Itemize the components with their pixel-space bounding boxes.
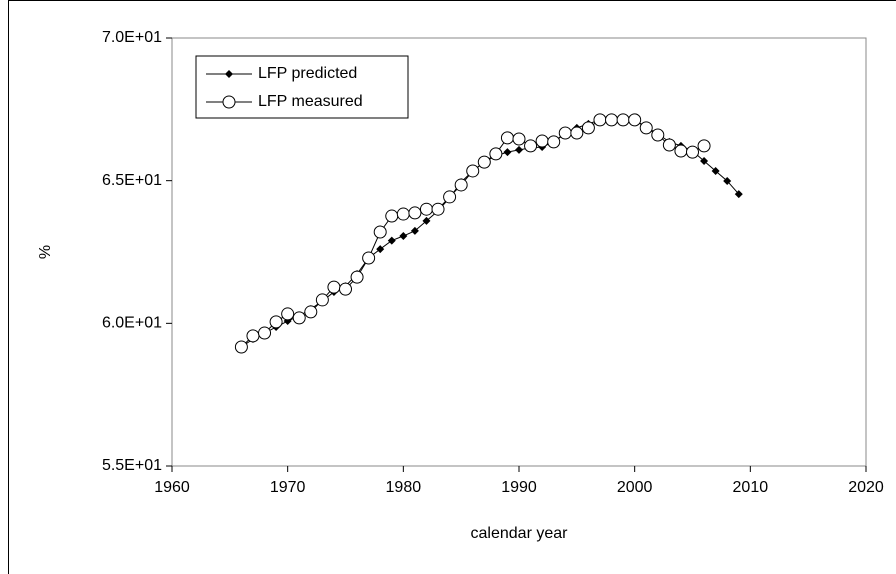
marker bbox=[500, 131, 514, 145]
marker bbox=[700, 156, 709, 165]
marker bbox=[385, 209, 399, 223]
marker bbox=[396, 207, 410, 221]
marker bbox=[304, 305, 318, 319]
marker bbox=[581, 121, 595, 135]
marker bbox=[477, 155, 491, 169]
x-tick-label: 1990 bbox=[501, 479, 537, 496]
x-tick-label: 2020 bbox=[848, 479, 884, 496]
marker bbox=[570, 126, 584, 140]
marker bbox=[515, 145, 523, 154]
marker bbox=[269, 315, 283, 329]
marker bbox=[419, 202, 433, 216]
marker bbox=[350, 270, 364, 284]
marker bbox=[410, 226, 419, 235]
marker bbox=[387, 236, 396, 245]
marker bbox=[616, 113, 630, 127]
marker bbox=[362, 251, 376, 265]
x-tick-label: 1970 bbox=[270, 479, 306, 496]
marker bbox=[408, 206, 422, 220]
y-axis-label: % bbox=[37, 245, 54, 259]
marker bbox=[281, 307, 295, 321]
marker bbox=[723, 176, 732, 185]
marker bbox=[315, 293, 329, 307]
y-tick-label: 6.0E+01 bbox=[102, 315, 162, 332]
marker bbox=[327, 280, 341, 294]
marker bbox=[628, 113, 642, 127]
marker bbox=[593, 113, 607, 127]
marker bbox=[376, 245, 385, 254]
marker bbox=[686, 145, 699, 159]
y-tick-label: 6.5E+01 bbox=[102, 172, 162, 189]
marker bbox=[422, 216, 431, 225]
marker bbox=[339, 282, 352, 296]
legend-marker bbox=[222, 95, 236, 109]
x-tick-label: 1980 bbox=[386, 479, 422, 496]
x-tick-label: 2000 bbox=[617, 479, 653, 496]
y-tick-label: 7.0E+01 bbox=[102, 29, 162, 46]
marker bbox=[399, 232, 408, 241]
legend-label: LFP measured bbox=[258, 93, 363, 110]
marker bbox=[503, 148, 512, 157]
legend-marker bbox=[225, 70, 233, 78]
x-tick-label: 1960 bbox=[154, 479, 190, 496]
legend bbox=[195, 55, 409, 119]
marker bbox=[292, 311, 306, 325]
marker bbox=[373, 225, 387, 239]
marker bbox=[258, 326, 272, 340]
marker bbox=[734, 190, 743, 199]
marker bbox=[697, 139, 711, 153]
y-tick-label: 5.5E+01 bbox=[102, 457, 162, 474]
marker bbox=[524, 139, 538, 153]
marker bbox=[639, 121, 653, 135]
marker bbox=[489, 147, 503, 161]
marker bbox=[535, 134, 549, 148]
marker bbox=[246, 329, 260, 343]
marker bbox=[651, 128, 665, 142]
marker bbox=[512, 132, 526, 146]
marker bbox=[234, 340, 248, 354]
marker bbox=[674, 144, 688, 158]
marker bbox=[547, 135, 561, 149]
x-axis-label: calendar year bbox=[471, 525, 569, 542]
marker bbox=[558, 126, 572, 140]
marker bbox=[443, 190, 457, 204]
marker bbox=[662, 138, 676, 152]
marker bbox=[711, 166, 720, 175]
legend-label: LFP predicted bbox=[258, 65, 357, 82]
marker bbox=[466, 164, 480, 178]
x-tick-label: 2010 bbox=[733, 479, 769, 496]
chart-frame bbox=[8, 0, 896, 574]
marker bbox=[431, 202, 445, 216]
marker bbox=[605, 113, 619, 127]
marker bbox=[454, 178, 468, 192]
